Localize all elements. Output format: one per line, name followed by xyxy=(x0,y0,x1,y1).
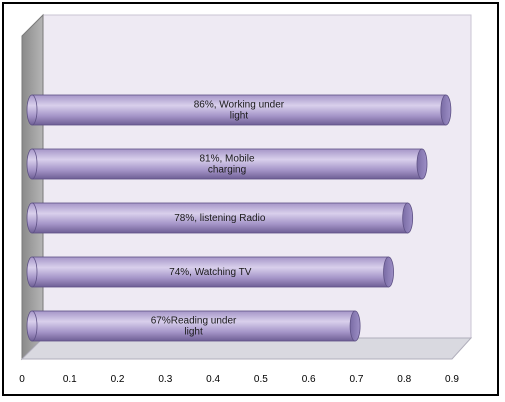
bar-body xyxy=(31,94,447,126)
bar-data-label: 81%, Mobile xyxy=(199,154,254,165)
x-axis-ticks: 0 0.1 0.2 0.3 0.4 0.5 0.6 0.7 0.8 0.9 xyxy=(19,374,459,385)
bar-end-cap xyxy=(402,202,414,234)
bar-left-cap xyxy=(26,310,38,342)
x-tick-label: 0 xyxy=(19,374,25,385)
x-tick-label: 0.7 xyxy=(349,374,363,385)
x-tick-label: 0.3 xyxy=(158,374,172,385)
x-tick-label: 0.2 xyxy=(111,374,125,385)
side-wall xyxy=(21,13,44,361)
bar: 74%, Watching TV xyxy=(26,256,394,288)
x-tick-label: 0.9 xyxy=(445,374,459,385)
bar-data-label: 86%, Working under xyxy=(194,100,285,111)
bar-end-cap xyxy=(349,310,361,342)
bar-data-label: 67%Reading under xyxy=(151,316,237,327)
x-tick-label: 0.8 xyxy=(397,374,411,385)
bar-data-label: 74%, Watching TV xyxy=(169,267,252,278)
chart-walls xyxy=(20,13,473,361)
x-tick-label: 0.5 xyxy=(254,374,268,385)
x-tick-label: 0.4 xyxy=(206,374,220,385)
x-tick-label: 0.1 xyxy=(63,374,77,385)
bar-left-cap xyxy=(26,94,38,126)
bar-left-cap xyxy=(26,256,38,288)
bar-end-cap xyxy=(383,256,394,288)
bar-end-cap xyxy=(416,148,428,180)
bar-body xyxy=(31,148,423,180)
floor xyxy=(20,337,473,360)
bar: 78%, listening Radio xyxy=(26,202,414,234)
x-tick-label: 0.6 xyxy=(302,374,316,385)
bar-left-cap xyxy=(26,202,38,234)
bar-end-cap xyxy=(440,94,452,126)
bar-data-label: charging xyxy=(208,165,246,176)
bar-data-label: 78%, listening Radio xyxy=(174,213,266,224)
bar-data-label: light xyxy=(184,327,203,338)
bar-data-label: light xyxy=(230,111,249,122)
bar-left-cap xyxy=(26,148,38,180)
